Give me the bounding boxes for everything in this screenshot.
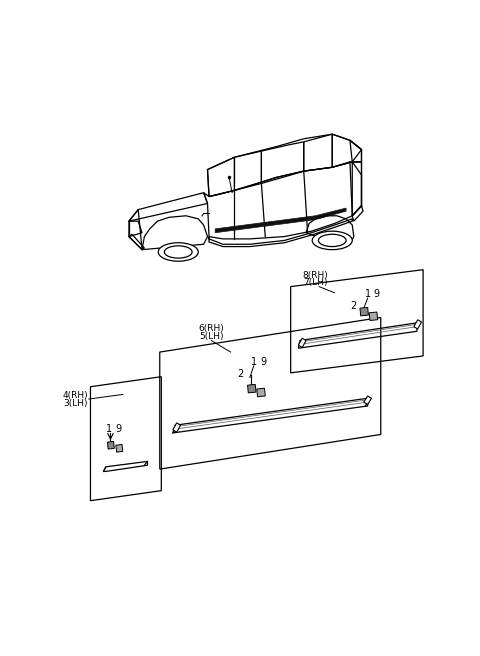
Text: 4(RH): 4(RH) xyxy=(62,392,88,400)
Text: 2: 2 xyxy=(351,301,357,311)
Text: 9: 9 xyxy=(374,289,380,299)
Text: 9: 9 xyxy=(115,424,121,434)
Text: 7(LH): 7(LH) xyxy=(303,278,327,287)
Polygon shape xyxy=(257,388,265,397)
Ellipse shape xyxy=(312,231,352,250)
Polygon shape xyxy=(116,445,123,452)
Text: 1: 1 xyxy=(106,424,112,434)
Text: 1: 1 xyxy=(251,357,257,367)
Polygon shape xyxy=(215,208,346,233)
Polygon shape xyxy=(364,396,372,405)
Text: 1: 1 xyxy=(365,289,371,299)
Ellipse shape xyxy=(164,246,192,258)
Polygon shape xyxy=(369,312,378,321)
Text: 6(RH): 6(RH) xyxy=(198,325,224,333)
Polygon shape xyxy=(173,423,180,432)
Text: 8(RH): 8(RH) xyxy=(302,270,328,279)
Text: 5(LH): 5(LH) xyxy=(199,332,224,341)
Text: 3(LH): 3(LH) xyxy=(64,399,88,408)
Ellipse shape xyxy=(318,234,346,247)
Text: 2: 2 xyxy=(238,369,244,379)
Polygon shape xyxy=(414,319,421,329)
Ellipse shape xyxy=(158,243,198,261)
Polygon shape xyxy=(248,384,256,393)
Text: 9: 9 xyxy=(260,357,266,367)
Polygon shape xyxy=(360,308,369,316)
Polygon shape xyxy=(299,338,306,348)
Polygon shape xyxy=(108,441,114,449)
